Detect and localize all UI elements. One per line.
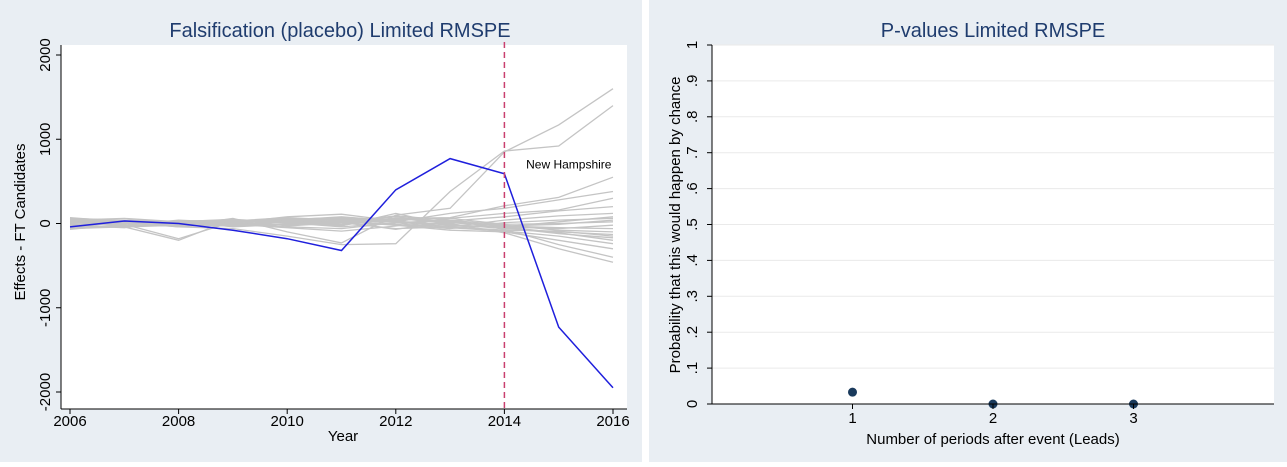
- pvalue-y-tick-label: .1: [684, 362, 701, 375]
- pvalue-point-1: [848, 387, 857, 397]
- pvalue-x-axis-label: Number of periods after event (Leads): [866, 431, 1119, 448]
- pvalue-y-tick-label: 0: [684, 400, 701, 408]
- pvalue-y-tick-label: .7: [684, 146, 701, 159]
- placebo-axes: -2000 -1000 0 1000 2000 2006 2008 2010 2012 2014 2…: [37, 38, 630, 430]
- pvalue-chart-title: P-values Limited RMSPE: [881, 20, 1106, 42]
- placebo-series-line-17: [69, 216, 614, 239]
- placebo-x-tick-label: 2006: [53, 413, 86, 430]
- pvalue-chart-panel: P-values Limited RMSPE 0 .1 .2 .3 .4 .5 .6 .7 .8…: [649, 0, 1287, 462]
- placebo-x-tick-label: 2012: [379, 413, 412, 430]
- placebo-y-tick-label: -2000: [37, 373, 54, 411]
- placebo-x-tick-label: 2014: [488, 413, 521, 430]
- placebo-y-tick-label: 0: [37, 219, 54, 227]
- placebo-x-axis-label: Year: [328, 428, 358, 445]
- pvalue-x-tick-label: 2: [989, 410, 997, 427]
- pvalue-y-axis-label: Probability that this would happen by ch…: [667, 77, 684, 374]
- pvalue-y-tick-label: .2: [684, 326, 701, 339]
- pvalue-y-tick-label: .4: [684, 254, 701, 267]
- placebo-chart-title: Falsification (placebo) Limited RMSPE: [169, 20, 510, 42]
- placebo-series-line-21: [69, 215, 614, 258]
- placebo-y-tick-label: -1000: [37, 289, 54, 327]
- placebo-series-line-19: [69, 219, 614, 245]
- pvalue-y-tick-label: .8: [684, 111, 701, 124]
- placebo-y-axis-label: Effects - FT Candidates: [12, 143, 29, 300]
- placebo-x-tick-label: 2008: [162, 413, 195, 430]
- placebo-x-tick-label: 2010: [271, 413, 304, 430]
- placebo-y-tick-label: 1000: [37, 123, 54, 156]
- treated-series-annotation: New Hampshire: [526, 158, 612, 172]
- treated-series-line: [69, 157, 614, 389]
- pvalue-y-tick-label: .5: [684, 218, 701, 231]
- pvalue-y-tick-label: .6: [684, 182, 701, 195]
- pvalue-x-tick-label: 1: [848, 410, 856, 427]
- pvalue-axes: 0 .1 .2 .3 .4 .5 .6 .7 .8 .9 1 1 2 3: [684, 41, 1274, 427]
- pvalue-y-tick-label: .3: [684, 290, 701, 303]
- pvalue-y-tick-label: 1: [684, 41, 701, 49]
- placebo-chart-panel: Falsification (placebo) Limited RMSPE Ne…: [0, 0, 642, 462]
- placebo-y-tick-label: 2000: [37, 38, 54, 71]
- placebo-x-tick-label: 2016: [596, 413, 629, 430]
- pvalue-y-tick-label: .9: [684, 75, 701, 88]
- pvalue-x-tick-label: 3: [1129, 410, 1137, 427]
- pvalue-marks: [712, 44, 1274, 409]
- placebo-marks: New Hampshire: [69, 42, 614, 409]
